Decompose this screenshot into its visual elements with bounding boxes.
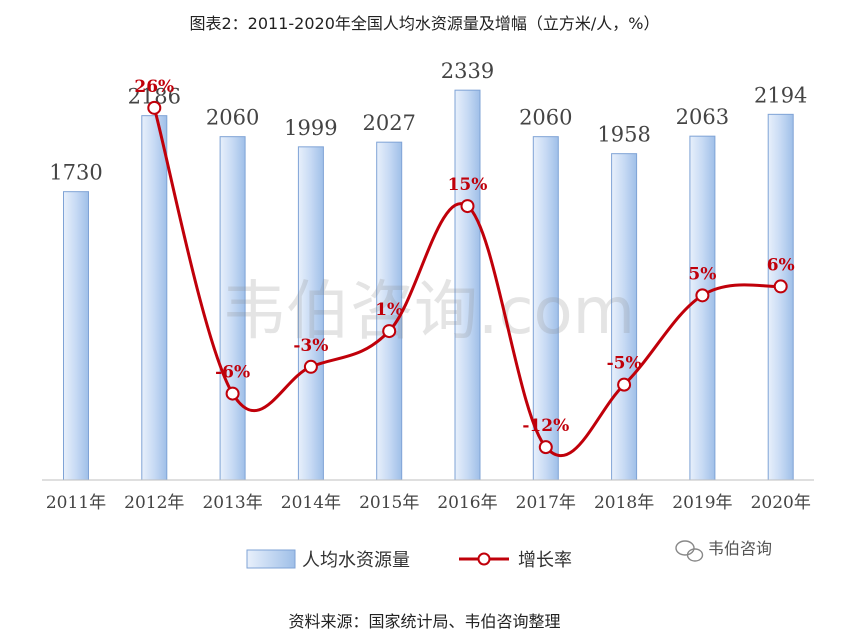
- x-tick-label: 2018年: [594, 493, 654, 513]
- growth-value-label: -12%: [522, 416, 569, 436]
- bar-value-label: 1958: [597, 123, 650, 147]
- x-tick-label: 2020年: [751, 493, 811, 513]
- bar-0: [63, 191, 89, 481]
- bar-value-label: 1730: [49, 161, 102, 185]
- bar-5: [454, 89, 481, 481]
- bar-value-label: 2063: [676, 105, 729, 129]
- legend-line-marker: [477, 552, 491, 566]
- growth-marker-9: [773, 279, 788, 294]
- x-tick-label: 2013年: [202, 493, 262, 513]
- bar-value-label: 1999: [284, 116, 337, 140]
- bar-1: [141, 115, 168, 481]
- bar-7: [611, 153, 638, 481]
- growth-marker-8: [695, 288, 710, 303]
- bar-value-label: 2339: [441, 59, 494, 83]
- wechat-icon: [675, 540, 704, 562]
- bar-value-label: 2194: [754, 83, 807, 107]
- growth-value-label: 5%: [688, 264, 716, 284]
- bar-series: [63, 89, 794, 481]
- growth-value-label: 1%: [375, 300, 403, 320]
- growth-marker-1: [147, 100, 162, 115]
- growth-value-label: 15%: [448, 175, 488, 195]
- growth-marker-7: [617, 377, 632, 392]
- x-tick-label: 2015年: [359, 493, 419, 513]
- growth-value-label: -3%: [293, 336, 328, 356]
- growth-marker-4: [382, 324, 397, 339]
- legend: 人均水资源量 增长率: [246, 549, 572, 571]
- bar-6: [532, 136, 559, 481]
- brand-name: 韦伯咨询: [708, 539, 772, 558]
- growth-marker-3: [303, 359, 318, 374]
- x-tick-labels: 2011年 2012年 2013年 2014年 2015年 2016年 2017年 2018年…: [46, 493, 811, 513]
- bar-value-label: 2060: [519, 106, 572, 130]
- growth-rate-labels: 26% -6% -3% 1% 15% -12% -5% 5% 6%: [134, 77, 794, 436]
- growth-marker-2: [225, 386, 240, 401]
- bar-9: [767, 113, 794, 481]
- bar-3: [297, 146, 324, 481]
- x-tick-label: 2017年: [516, 493, 576, 513]
- legend-bar-label: 人均水资源量: [302, 550, 410, 571]
- bar-8: [689, 135, 716, 481]
- x-tick-label: 2016年: [437, 493, 497, 513]
- bar-value-label: 2027: [362, 111, 415, 135]
- growth-value-label: 6%: [767, 255, 795, 275]
- x-tick-label: 2014年: [281, 493, 341, 513]
- x-tick-label: 2011年: [46, 493, 106, 513]
- legend-bar-swatch: [246, 549, 296, 569]
- bar-2: [219, 136, 246, 481]
- brand-mark: 韦伯咨询: [675, 539, 772, 562]
- growth-marker-6: [538, 440, 553, 455]
- growth-marker-5: [460, 199, 475, 214]
- x-tick-label: 2012年: [124, 493, 184, 513]
- growth-value-label: -5%: [607, 354, 642, 374]
- x-tick-label: 2019年: [672, 493, 732, 513]
- bar-4: [376, 141, 403, 481]
- bar-value-label: 2060: [206, 106, 259, 130]
- legend-line-label: 增长率: [518, 550, 572, 571]
- source-note: 资料来源：国家统计局、韦伯咨询整理: [288, 612, 561, 631]
- growth-value-label: -6%: [215, 363, 250, 383]
- growth-rate-markers: [147, 100, 788, 455]
- chart-title: 图表2：2011-2020年全国人均水资源量及增幅（立方米/人，%）: [189, 14, 660, 33]
- watermark: 韦伯咨询.com: [222, 275, 635, 349]
- growth-value-label: 26%: [134, 77, 174, 97]
